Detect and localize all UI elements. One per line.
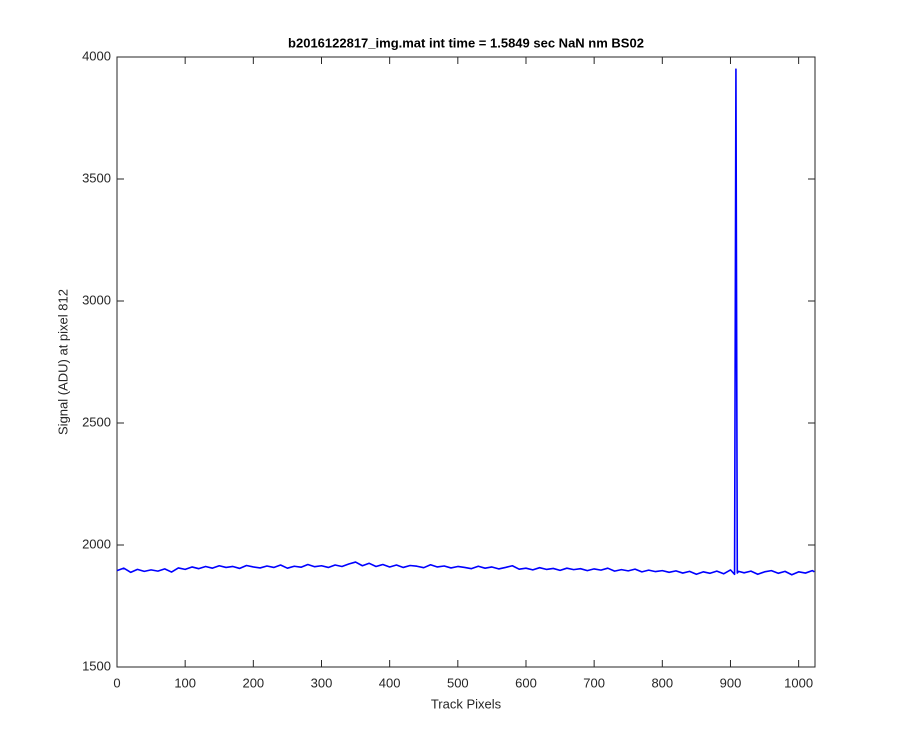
x-tick-label: 1000 — [784, 675, 813, 690]
y-tick-label: 4000 — [82, 48, 111, 63]
plot-frame — [116, 56, 816, 668]
x-tick-label: 0 — [113, 675, 120, 690]
y-tick-label: 3500 — [82, 170, 111, 185]
x-tick-label: 900 — [720, 675, 742, 690]
x-tick-label: 400 — [379, 675, 401, 690]
y-tick-label: 2500 — [82, 414, 111, 429]
x-axis-label: Track Pixels — [431, 696, 502, 711]
y-tick-label: 2000 — [82, 536, 111, 551]
y-axis-label: Signal (ADU) at pixel 812 — [55, 289, 70, 435]
x-tick-label: 300 — [311, 675, 333, 690]
data-line — [116, 68, 815, 576]
x-tick-label: 700 — [583, 675, 605, 690]
x-tick-label: 500 — [447, 675, 469, 690]
x-tick-label: 100 — [174, 675, 196, 690]
chart-title: b2016122817_img.mat int time = 1.5849 se… — [288, 35, 644, 50]
y-tick-label: 1500 — [82, 658, 111, 673]
x-tick-label: 800 — [651, 675, 673, 690]
x-tick-label: 600 — [515, 675, 537, 690]
x-tick-label: 200 — [242, 675, 264, 690]
y-tick-label: 3000 — [82, 292, 111, 307]
